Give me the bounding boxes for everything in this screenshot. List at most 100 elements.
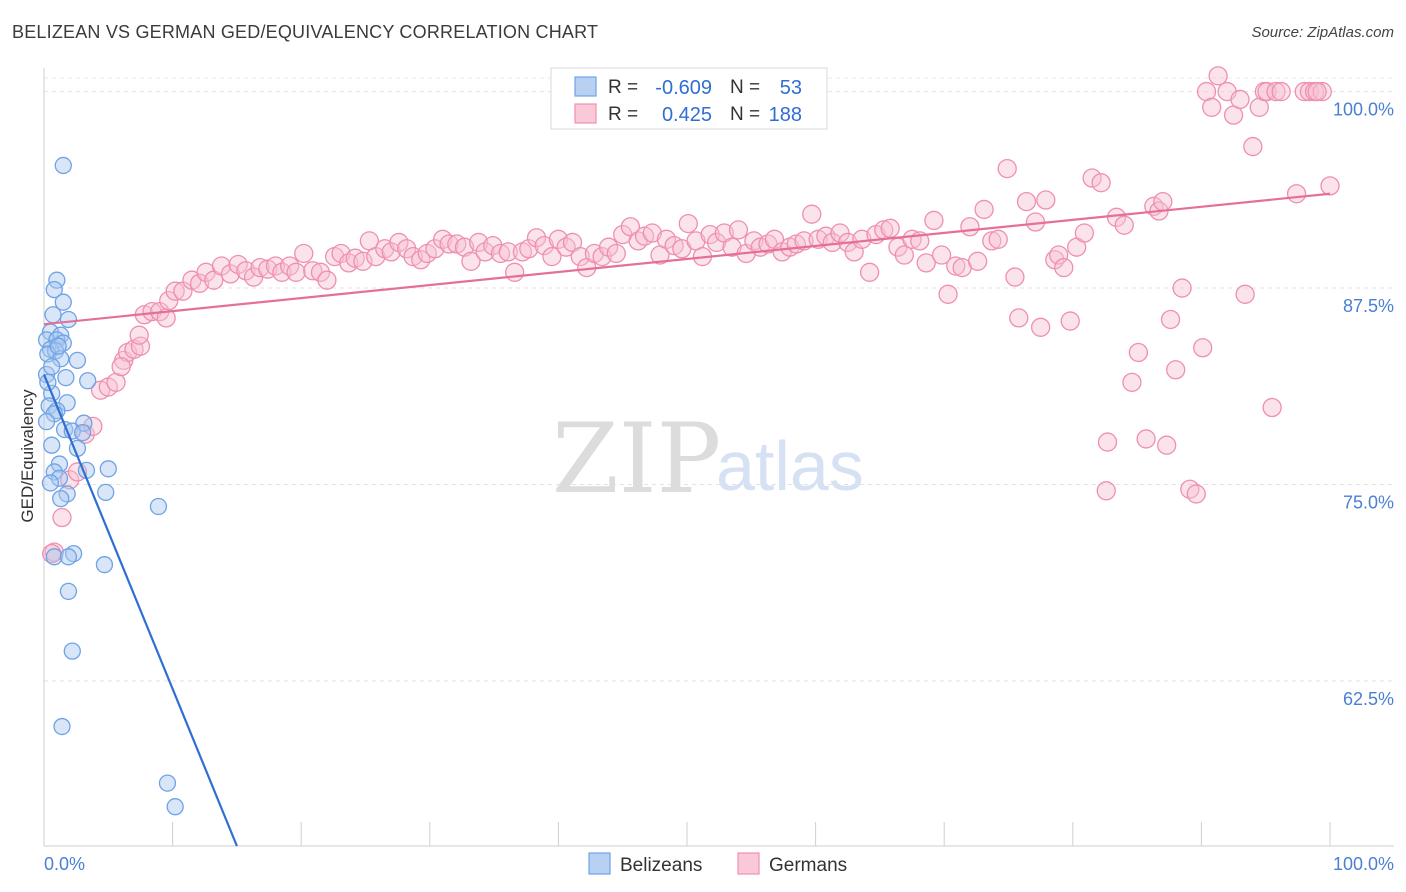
germans-point <box>189 273 210 293</box>
legend-n-label-belizeans: N = <box>730 77 760 98</box>
germans-point <box>946 256 966 276</box>
germans-point <box>159 290 179 311</box>
germans-point <box>250 257 270 278</box>
germans-point <box>389 232 409 253</box>
germans-point <box>606 243 626 264</box>
belizeans-point <box>45 280 63 299</box>
germans-point <box>1208 66 1228 86</box>
belizeans-point <box>59 548 78 566</box>
x-tick-label-min: 0.0% <box>44 854 85 874</box>
belizeans-point <box>54 156 72 175</box>
germans-point <box>1114 215 1134 235</box>
y-tick-label: 75.0% <box>1343 493 1394 513</box>
germans-point <box>294 243 314 264</box>
germans-point <box>1166 360 1186 380</box>
belizeans-point <box>43 357 61 376</box>
germans-point <box>1230 89 1250 110</box>
germans-points <box>42 66 1340 564</box>
germans-point <box>345 248 365 268</box>
germans-point <box>1096 481 1116 501</box>
legend-r-label-belizeans: R = <box>608 77 638 98</box>
germans-point <box>1266 81 1286 102</box>
legend-r-value-germans: 0.425 <box>662 104 712 126</box>
belizeans-point <box>59 582 78 601</box>
germans-point <box>83 416 103 437</box>
germans-point <box>1091 173 1111 193</box>
germans-point <box>397 239 417 259</box>
belizeans-point <box>54 293 72 311</box>
belizeans-point <box>50 469 69 487</box>
germans-point <box>924 210 944 231</box>
germans-point <box>548 229 569 249</box>
x-ticks <box>43 822 1331 846</box>
belizeans-point <box>97 483 115 502</box>
germans-point <box>1049 245 1069 265</box>
germans-point <box>916 253 936 273</box>
germans-point <box>542 246 562 267</box>
germans-point <box>894 245 914 265</box>
belizeans-point <box>57 368 75 387</box>
germans-point <box>642 223 662 243</box>
germans-point <box>1193 338 1213 358</box>
germans-point <box>656 229 677 249</box>
belizeans-point <box>95 556 114 574</box>
series-legend: Belizeans Germans <box>588 852 847 876</box>
germans-point <box>1097 432 1118 452</box>
germans-point <box>570 246 590 267</box>
germans-point <box>534 235 554 256</box>
belizeans-point <box>45 548 63 566</box>
belizeans-point <box>166 798 184 816</box>
germans-point <box>1005 267 1025 287</box>
watermark-atlas: atlas <box>716 427 864 505</box>
germans-trend-line <box>43 192 1331 326</box>
germans-point <box>1009 308 1029 328</box>
germans-point <box>1036 190 1056 210</box>
germans-point <box>258 259 278 279</box>
chart-title: BELIZEAN VS GERMAN GED/EQUIVALENCY CORRE… <box>12 22 599 42</box>
belizeans-point <box>44 306 62 324</box>
belizeans-point <box>52 490 70 508</box>
germans-point <box>931 245 952 265</box>
germans-point <box>1286 184 1307 204</box>
germans-point <box>1320 176 1340 196</box>
germans-point <box>317 270 337 290</box>
legend-r-value-belizeans: -0.609 <box>655 77 712 99</box>
germans-point <box>938 284 958 304</box>
watermark-zip: ZIP <box>552 403 721 515</box>
belizeans-point <box>158 774 177 792</box>
belizeans-points <box>37 156 184 816</box>
germans-point <box>303 261 323 281</box>
germans-point <box>664 235 684 256</box>
germans-point <box>634 226 655 246</box>
legend-n-label-germans: N = <box>730 104 760 125</box>
germans-point <box>1060 311 1080 331</box>
germans-point <box>447 234 467 254</box>
germans-point <box>286 262 306 282</box>
germans-point <box>505 262 525 282</box>
germans-point <box>1074 223 1095 243</box>
germans-point <box>700 224 720 245</box>
germans-point <box>1157 435 1177 455</box>
y-tick-labels: 62.5% 75.0% 87.5% 100.0% <box>1333 100 1394 709</box>
germans-point <box>880 218 900 238</box>
series-legend-swatch-germans <box>737 852 760 875</box>
germans-point <box>598 237 619 257</box>
germans-point <box>439 234 459 254</box>
y-axis-title: GED/Equivalency <box>18 389 37 523</box>
stats-legend: R = -0.609 N = 53 R = 0.425 N = 188 <box>550 67 828 130</box>
belizeans-point <box>41 474 60 492</box>
germans-point <box>490 243 511 264</box>
germans-point <box>461 251 481 271</box>
belizeans-point <box>68 351 87 369</box>
germans-point <box>469 232 489 253</box>
x-tick-label-max: 100.0% <box>1333 854 1394 874</box>
germans-point <box>111 356 131 377</box>
series-legend-label-belizeans: Belizeans <box>620 855 702 876</box>
stats-legend-box <box>550 67 828 130</box>
germans-point <box>1202 97 1222 117</box>
belizeans-point <box>37 412 56 431</box>
germans-point <box>236 261 256 281</box>
germans-point <box>859 262 880 282</box>
legend-swatch-germans <box>574 103 597 124</box>
belizeans-point <box>49 337 67 355</box>
